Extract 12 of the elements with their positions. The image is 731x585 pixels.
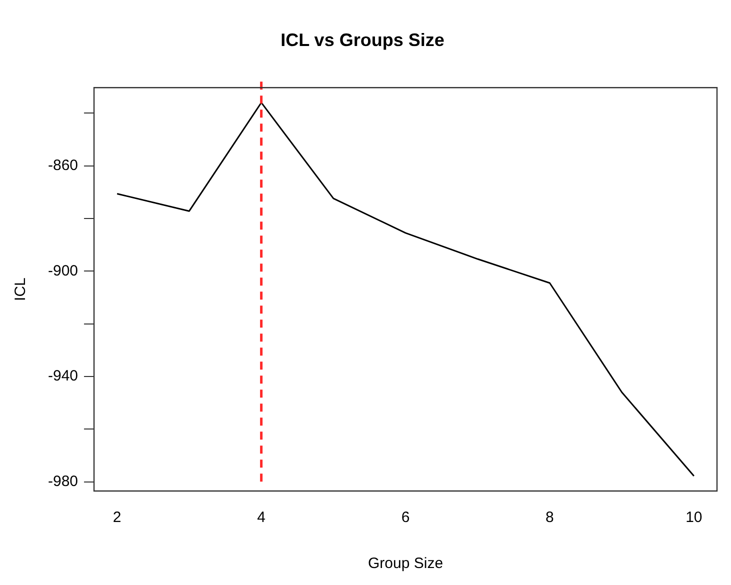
x-tick-label: 2 [112,509,122,526]
x-axis-title: Group Size [368,555,444,572]
y-tick-label: -980 [48,472,78,490]
x-tick-label: 8 [546,509,554,526]
x-tick-label: 10 [686,509,702,526]
y-tick-label: -860 [48,156,78,174]
chart-title: ICL vs Groups Size [280,30,444,50]
x-tick-label: 4 [257,509,266,526]
y-tick-label: -900 [48,262,78,280]
y-axis-title: ICL [12,278,30,301]
x-tick-label: 6 [401,509,410,526]
y-tick-label: -940 [48,368,78,385]
